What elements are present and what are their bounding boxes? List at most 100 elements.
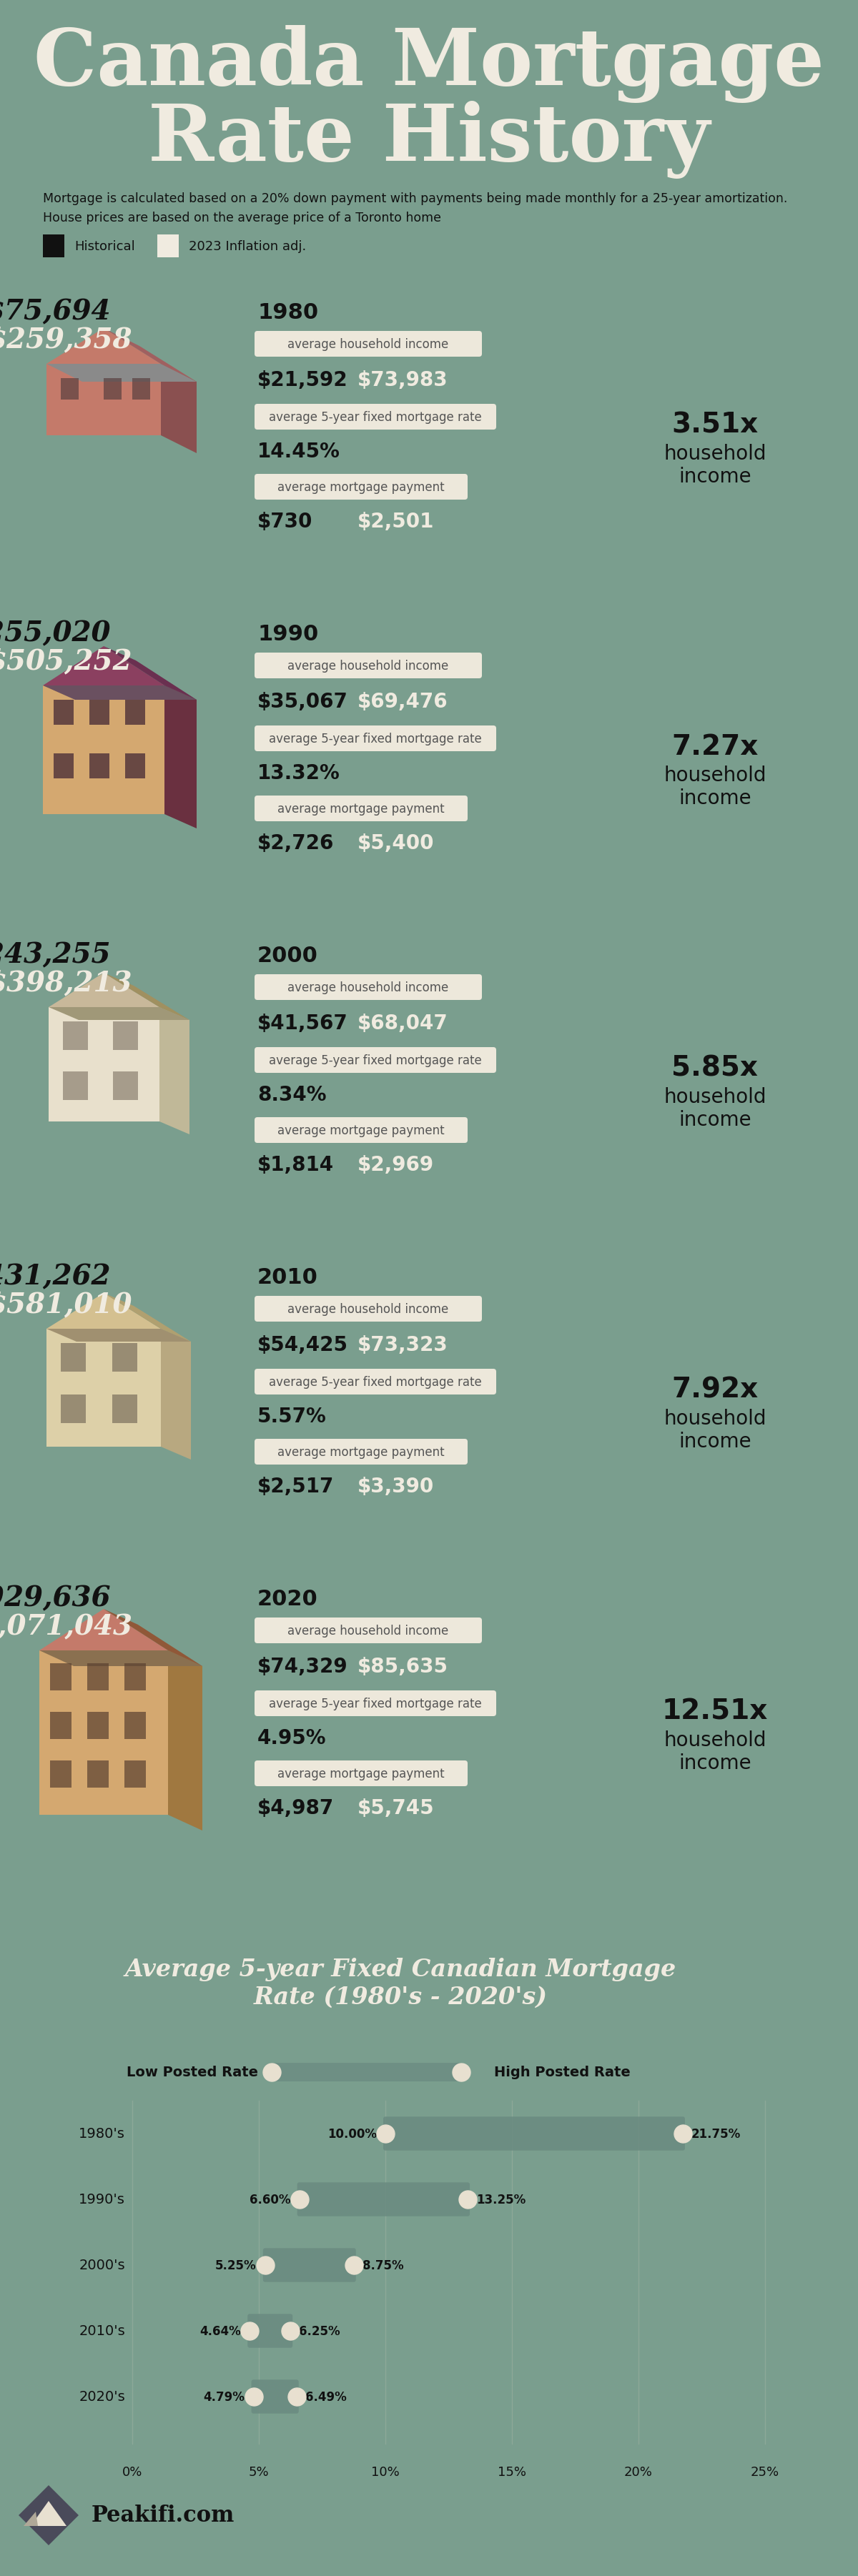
Text: Rate History: Rate History	[148, 100, 710, 178]
FancyBboxPatch shape	[255, 796, 468, 822]
FancyBboxPatch shape	[255, 1368, 496, 1394]
FancyBboxPatch shape	[53, 701, 74, 726]
Polygon shape	[161, 363, 196, 453]
Text: 10%: 10%	[372, 2465, 400, 2478]
Text: 1980: 1980	[257, 301, 318, 325]
Text: 1990's: 1990's	[79, 2192, 125, 2205]
Polygon shape	[49, 1007, 190, 1020]
Text: High Posted Rate: High Posted Rate	[494, 2066, 630, 2079]
Text: 4.64%: 4.64%	[200, 2324, 241, 2336]
Text: $259,358: $259,358	[0, 325, 132, 353]
Text: $255,020: $255,020	[0, 618, 111, 647]
Text: household: household	[664, 443, 766, 464]
Text: $1,814: $1,814	[257, 1154, 334, 1175]
Text: $68,047: $68,047	[358, 1012, 448, 1033]
Polygon shape	[31, 2501, 67, 2527]
Text: average 5-year fixed mortgage rate: average 5-year fixed mortgage rate	[269, 1698, 482, 1710]
Text: average 5-year fixed mortgage rate: average 5-year fixed mortgage rate	[269, 1376, 482, 1388]
FancyBboxPatch shape	[255, 1118, 468, 1144]
FancyBboxPatch shape	[255, 654, 482, 680]
Text: 8.75%: 8.75%	[362, 2259, 403, 2272]
Text: $35,067: $35,067	[257, 693, 348, 711]
Text: income: income	[679, 466, 752, 487]
Text: $41,567: $41,567	[257, 1012, 348, 1033]
FancyBboxPatch shape	[255, 1296, 482, 1321]
Polygon shape	[19, 2486, 79, 2545]
Text: 1990: 1990	[257, 623, 318, 644]
Text: House prices are based on the average price of a Toronto home: House prices are based on the average pr…	[43, 211, 441, 224]
Text: Average 5-year Fixed Canadian Mortgage
Rate (1980's - 2020's): Average 5-year Fixed Canadian Mortgage R…	[124, 1958, 676, 2009]
Text: $5,745: $5,745	[358, 1798, 434, 1819]
Text: 13.25%: 13.25%	[476, 2192, 526, 2205]
Text: Historical: Historical	[75, 240, 135, 252]
FancyBboxPatch shape	[255, 726, 496, 752]
FancyBboxPatch shape	[255, 474, 468, 500]
FancyBboxPatch shape	[89, 701, 110, 726]
Text: average household income: average household income	[287, 1303, 449, 1316]
Text: 20%: 20%	[625, 2465, 653, 2478]
FancyBboxPatch shape	[88, 1713, 109, 1739]
FancyBboxPatch shape	[124, 1664, 146, 1690]
Text: 1980's: 1980's	[79, 2128, 125, 2141]
Polygon shape	[104, 647, 196, 701]
Text: 2010: 2010	[257, 1267, 318, 1288]
FancyBboxPatch shape	[248, 2313, 293, 2347]
Text: 15%: 15%	[498, 2465, 526, 2478]
Text: $85,635: $85,635	[358, 1656, 449, 1677]
Text: average household income: average household income	[287, 337, 449, 350]
FancyBboxPatch shape	[43, 234, 64, 258]
Polygon shape	[104, 1293, 190, 1342]
Text: income: income	[679, 1432, 752, 1450]
FancyBboxPatch shape	[297, 2182, 470, 2215]
FancyBboxPatch shape	[125, 701, 145, 726]
Polygon shape	[39, 1610, 168, 1651]
Polygon shape	[39, 1651, 202, 1667]
Text: $1,071,043: $1,071,043	[0, 1613, 132, 1638]
Text: 14.45%: 14.45%	[257, 440, 341, 461]
FancyBboxPatch shape	[113, 1023, 138, 1051]
FancyBboxPatch shape	[132, 379, 150, 399]
Polygon shape	[46, 363, 196, 381]
FancyBboxPatch shape	[269, 2063, 463, 2081]
FancyBboxPatch shape	[255, 1618, 482, 1643]
Text: 6.49%: 6.49%	[305, 2391, 347, 2403]
FancyBboxPatch shape	[46, 1329, 161, 1448]
FancyBboxPatch shape	[255, 974, 482, 999]
Text: 6.25%: 6.25%	[299, 2324, 341, 2336]
Text: Low Posted Rate: Low Posted Rate	[126, 2066, 258, 2079]
FancyBboxPatch shape	[88, 1664, 109, 1690]
FancyBboxPatch shape	[104, 379, 122, 399]
Text: income: income	[679, 1110, 752, 1131]
Text: $431,262: $431,262	[0, 1262, 111, 1288]
Text: 7.92x: 7.92x	[672, 1376, 758, 1404]
FancyBboxPatch shape	[113, 1072, 138, 1100]
Text: 8.34%: 8.34%	[257, 1084, 326, 1105]
FancyBboxPatch shape	[63, 1072, 88, 1100]
FancyBboxPatch shape	[50, 1664, 71, 1690]
Text: $73,983: $73,983	[358, 371, 448, 389]
Polygon shape	[24, 2512, 38, 2527]
Text: $4,987: $4,987	[257, 1798, 334, 1819]
Text: 2000: 2000	[257, 945, 318, 966]
FancyBboxPatch shape	[61, 379, 79, 399]
Text: 10.00%: 10.00%	[328, 2128, 377, 2141]
Polygon shape	[104, 974, 190, 1020]
Text: 0%: 0%	[122, 2465, 142, 2478]
Polygon shape	[43, 685, 196, 701]
FancyBboxPatch shape	[255, 332, 482, 358]
FancyBboxPatch shape	[125, 755, 145, 778]
Text: average mortgage payment: average mortgage payment	[277, 1767, 444, 1780]
Text: average mortgage payment: average mortgage payment	[277, 804, 444, 817]
Text: 2023 Inflation adj.: 2023 Inflation adj.	[189, 240, 306, 252]
Polygon shape	[161, 1329, 190, 1461]
FancyBboxPatch shape	[46, 363, 161, 435]
Polygon shape	[160, 1007, 190, 1133]
FancyBboxPatch shape	[61, 1394, 86, 1425]
Text: 2010's: 2010's	[79, 2324, 125, 2336]
Polygon shape	[49, 974, 160, 1007]
FancyBboxPatch shape	[88, 1759, 109, 1788]
Text: $3,390: $3,390	[358, 1476, 434, 1497]
Text: household: household	[664, 1731, 766, 1749]
Polygon shape	[104, 330, 196, 381]
Polygon shape	[46, 330, 161, 363]
